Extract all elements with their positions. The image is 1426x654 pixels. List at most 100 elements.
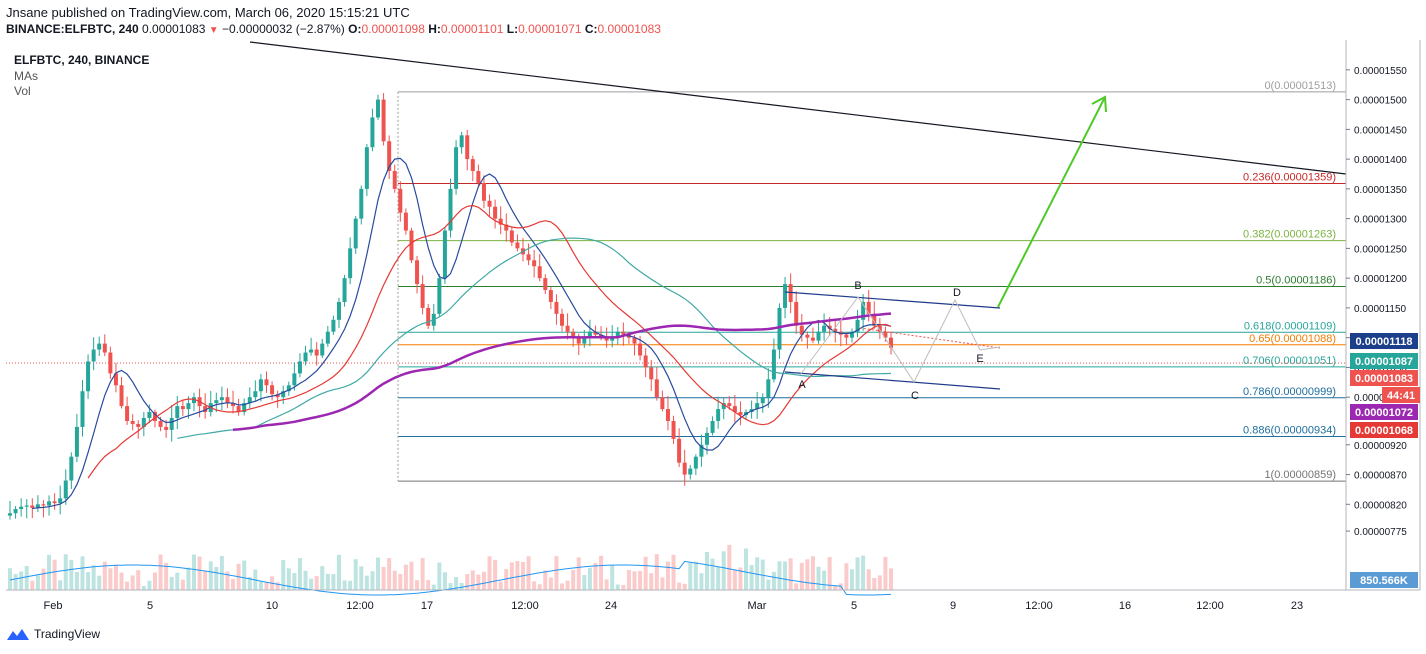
candle-body	[420, 284, 425, 308]
candle-body	[465, 135, 470, 160]
candle-body	[732, 406, 737, 413]
y-tick-label: 0.00001000	[1354, 393, 1407, 404]
low-label: L:	[506, 22, 519, 36]
fib-level-label: 0.5(0.00001186)	[1256, 274, 1336, 286]
volume-bar	[403, 564, 408, 590]
volume-bar	[314, 576, 319, 590]
volume-bar	[275, 582, 280, 590]
last-price: 0.00001083	[142, 22, 206, 36]
volume-bar	[721, 551, 726, 590]
candle-body	[125, 406, 130, 421]
candle-body	[437, 278, 442, 314]
candle-body	[91, 349, 96, 362]
symbol-ohlc-line: BINANCE:ELFBTC, 240 0.00001083 ▼ −0.0000…	[6, 22, 661, 36]
candle-body	[799, 325, 804, 335]
candle-body	[158, 420, 163, 427]
volume-bar	[164, 562, 169, 590]
volume-bar	[459, 582, 464, 590]
volume-bar	[554, 556, 559, 590]
triangle-upper-line	[784, 291, 1001, 309]
candle-body	[141, 418, 146, 427]
candle-body	[861, 301, 866, 320]
price-label-box	[1350, 422, 1418, 438]
volume-bar	[8, 568, 12, 590]
x-tick-label: 5	[851, 600, 857, 612]
volume-bar	[693, 561, 698, 590]
candle-body	[565, 325, 570, 332]
volume-bar	[805, 559, 810, 590]
candle-body	[855, 319, 860, 332]
volume-bar	[682, 583, 687, 590]
legend-mas[interactable]: MAs	[14, 68, 38, 83]
volume-bar	[158, 554, 163, 590]
candle-body	[258, 379, 263, 392]
candle-body	[292, 373, 297, 386]
volume-bar	[738, 567, 743, 590]
x-tick-label: 23	[1291, 600, 1303, 612]
legend-vol[interactable]: Vol	[14, 84, 31, 98]
volume-bar	[426, 580, 431, 590]
candle-body	[532, 260, 537, 267]
price-label-text: 0.00001068	[1355, 425, 1413, 437]
x-tick-label: Mar	[748, 600, 767, 612]
volume-bar	[41, 568, 46, 590]
price-label-text: 0.00001118	[1356, 336, 1413, 348]
volume-bar	[755, 557, 760, 590]
candle-body	[883, 331, 888, 338]
volume-bar	[476, 574, 481, 590]
volume-bar	[844, 563, 849, 590]
volume-bar	[710, 558, 715, 590]
candle-body	[877, 325, 882, 332]
price-label-box	[1350, 370, 1418, 386]
volume-bar	[381, 566, 386, 590]
candle-body	[794, 301, 799, 326]
candle-body	[816, 331, 821, 341]
volume-bar	[587, 567, 592, 590]
volume-bar	[169, 576, 174, 590]
y-tick-label: 0.00001200	[1354, 274, 1407, 285]
candle-body	[136, 423, 141, 427]
volume-bar	[214, 566, 219, 590]
volume-bar	[431, 584, 436, 590]
volume-bar	[102, 561, 107, 590]
price-label-text: 0.00001083	[1355, 373, 1413, 385]
volume-bar	[420, 558, 425, 590]
volume-bar	[487, 556, 492, 590]
candle-body	[348, 248, 353, 279]
legend-symbol[interactable]: ELFBTC, 240, BINANCE	[14, 53, 150, 67]
volume-bar	[493, 559, 498, 590]
volume-bar	[532, 581, 537, 590]
volume-bar	[732, 569, 737, 590]
candle-body	[398, 188, 403, 213]
candle-body	[381, 99, 386, 142]
candle-body	[487, 200, 492, 207]
candle-body	[788, 284, 793, 302]
pattern-label: C	[911, 390, 919, 402]
tradingview-footer[interactable]: TradingView	[6, 627, 100, 641]
candle-body	[459, 135, 464, 148]
volume-bar	[225, 571, 230, 590]
open-value: 0.00001098	[361, 22, 425, 36]
volume-bar	[688, 562, 693, 590]
candle-body	[152, 412, 157, 421]
y-tick-label: 0.00000870	[1354, 471, 1407, 482]
candle-body	[387, 141, 392, 172]
candle-body	[481, 182, 486, 201]
fibonacci-levels: 0(0.00001513) 0.236(0.00001359) 0.382(0.00…	[6, 80, 1346, 482]
pattern-label: A	[798, 379, 806, 391]
volume-bar	[180, 579, 185, 590]
volume-bar	[86, 572, 91, 590]
candle-body	[180, 406, 185, 410]
candle-body	[543, 278, 548, 291]
volume-bar	[348, 580, 353, 590]
volume-bar	[777, 561, 782, 590]
volume-bar	[454, 577, 459, 590]
volume-bar	[192, 554, 197, 590]
volume-bar	[794, 583, 799, 590]
candle-body	[219, 397, 224, 401]
candle-body	[504, 224, 509, 231]
x-tick-label: 17	[421, 600, 433, 612]
candle-body	[866, 301, 871, 314]
footer-brand: TradingView	[34, 627, 101, 641]
